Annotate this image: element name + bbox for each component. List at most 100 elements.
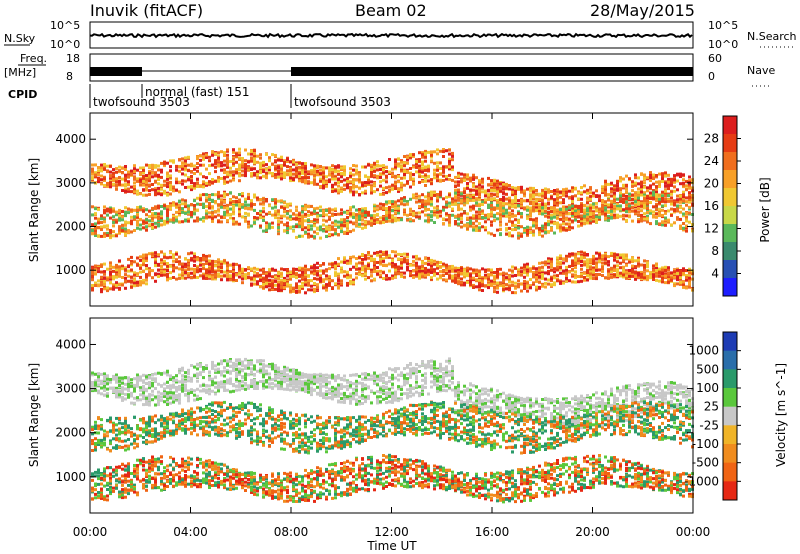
heatmap-cell (175, 177, 178, 181)
heatmap-cell (517, 231, 520, 235)
heatmap-cell (124, 178, 127, 182)
heatmap-cell (166, 208, 169, 212)
heatmap-cell (565, 194, 568, 198)
heatmap-cell (478, 281, 481, 285)
heatmap-cell (292, 225, 295, 229)
heatmap-cell (337, 184, 340, 188)
heatmap-cell (385, 252, 388, 256)
heatmap-cell (283, 276, 286, 280)
heatmap-cell (562, 193, 565, 197)
heatmap-cell (238, 165, 241, 169)
heatmap-cell (166, 161, 169, 165)
heatmap-cell (511, 223, 514, 227)
heatmap-cell (226, 160, 229, 164)
heatmap-cell (484, 284, 487, 288)
heatmap-cell (394, 163, 397, 167)
heatmap-cell (469, 205, 472, 209)
heatmap-cell (355, 164, 358, 168)
heatmap-cell (139, 270, 142, 274)
heatmap-cell (154, 279, 157, 283)
heatmap-cell (175, 210, 178, 214)
heatmap-cell (547, 272, 550, 276)
heatmap-cell (490, 207, 493, 211)
heatmap-cell (106, 184, 109, 188)
heatmap-cell (541, 194, 544, 198)
heatmap-cell (271, 198, 274, 202)
heatmap-cell (451, 165, 454, 169)
heatmap-cell (259, 169, 262, 173)
heatmap-cell (160, 193, 163, 197)
heatmap-cell (181, 202, 184, 206)
heatmap-cell (355, 190, 358, 194)
heatmap-cell (184, 265, 187, 269)
heatmap-cell (244, 275, 247, 279)
heatmap-cell (418, 205, 421, 208)
heatmap-cell (310, 279, 313, 283)
heatmap-cell (265, 173, 268, 177)
heatmap-cell (343, 178, 346, 182)
heatmap-cell (166, 177, 169, 181)
heatmap-cell (349, 186, 352, 189)
heatmap-cell (283, 229, 286, 233)
heatmap-cell (148, 268, 151, 272)
heatmap-cell (394, 216, 397, 220)
heatmap-cell (418, 164, 421, 168)
heatmap-cell (325, 175, 328, 179)
heatmap-cell (502, 276, 505, 280)
heatmap-cell (193, 167, 196, 171)
heatmap-cell (289, 176, 292, 180)
heatmap-cell (466, 177, 469, 181)
heatmap-cell (457, 266, 460, 270)
heatmap-cell (340, 166, 343, 170)
heatmap-cell (322, 212, 325, 216)
heatmap-cell (178, 207, 181, 211)
heatmap-cell (235, 155, 238, 159)
heatmap-cell (427, 208, 430, 211)
heatmap-cell (295, 217, 298, 221)
heatmap-cell (409, 197, 412, 201)
heatmap-cell (202, 182, 205, 186)
heatmap-cell (322, 183, 325, 186)
heatmap-cell (559, 281, 562, 285)
heatmap-cell (259, 153, 262, 157)
heatmap-cell (421, 264, 424, 268)
heatmap-cell (118, 231, 121, 235)
heatmap-cell (157, 188, 160, 192)
heatmap-cell (193, 172, 196, 175)
heatmap-cell (280, 177, 283, 181)
heatmap-cell (340, 220, 343, 224)
heatmap-cell (409, 213, 412, 216)
heatmap-cell (433, 213, 436, 217)
heatmap-cell (160, 258, 163, 262)
heatmap-cell (391, 259, 394, 262)
heatmap-cell (106, 231, 109, 235)
heatmap-cell (262, 206, 265, 210)
heatmap-cell (196, 169, 199, 173)
heatmap-cell (367, 256, 370, 260)
heatmap-cell (553, 276, 556, 280)
heatmap-cell (268, 274, 271, 278)
heatmap-cell (268, 211, 271, 214)
heatmap-cell (481, 216, 484, 219)
heatmap-cell (208, 270, 211, 274)
heatmap-cell (373, 270, 376, 273)
heatmap-cell (322, 286, 325, 290)
heatmap-cell (145, 174, 148, 177)
heatmap-cell (481, 186, 484, 190)
heatmap-cell (457, 270, 460, 274)
heatmap-cell (418, 276, 421, 280)
heatmap-cell (316, 270, 319, 273)
heatmap-cell (151, 166, 154, 170)
heatmap-cell (289, 275, 292, 279)
heatmap-cell (97, 226, 100, 229)
heatmap-cell (124, 210, 127, 214)
heatmap-cell (142, 253, 145, 257)
heatmap-cell (373, 266, 376, 270)
heatmap-cell (316, 182, 319, 186)
heatmap-cell (223, 259, 226, 263)
heatmap-cell (223, 199, 226, 203)
heatmap-cell (94, 171, 97, 175)
heatmap-cell (190, 164, 193, 168)
heatmap-cell (169, 206, 172, 210)
heatmap-cell (340, 171, 343, 175)
